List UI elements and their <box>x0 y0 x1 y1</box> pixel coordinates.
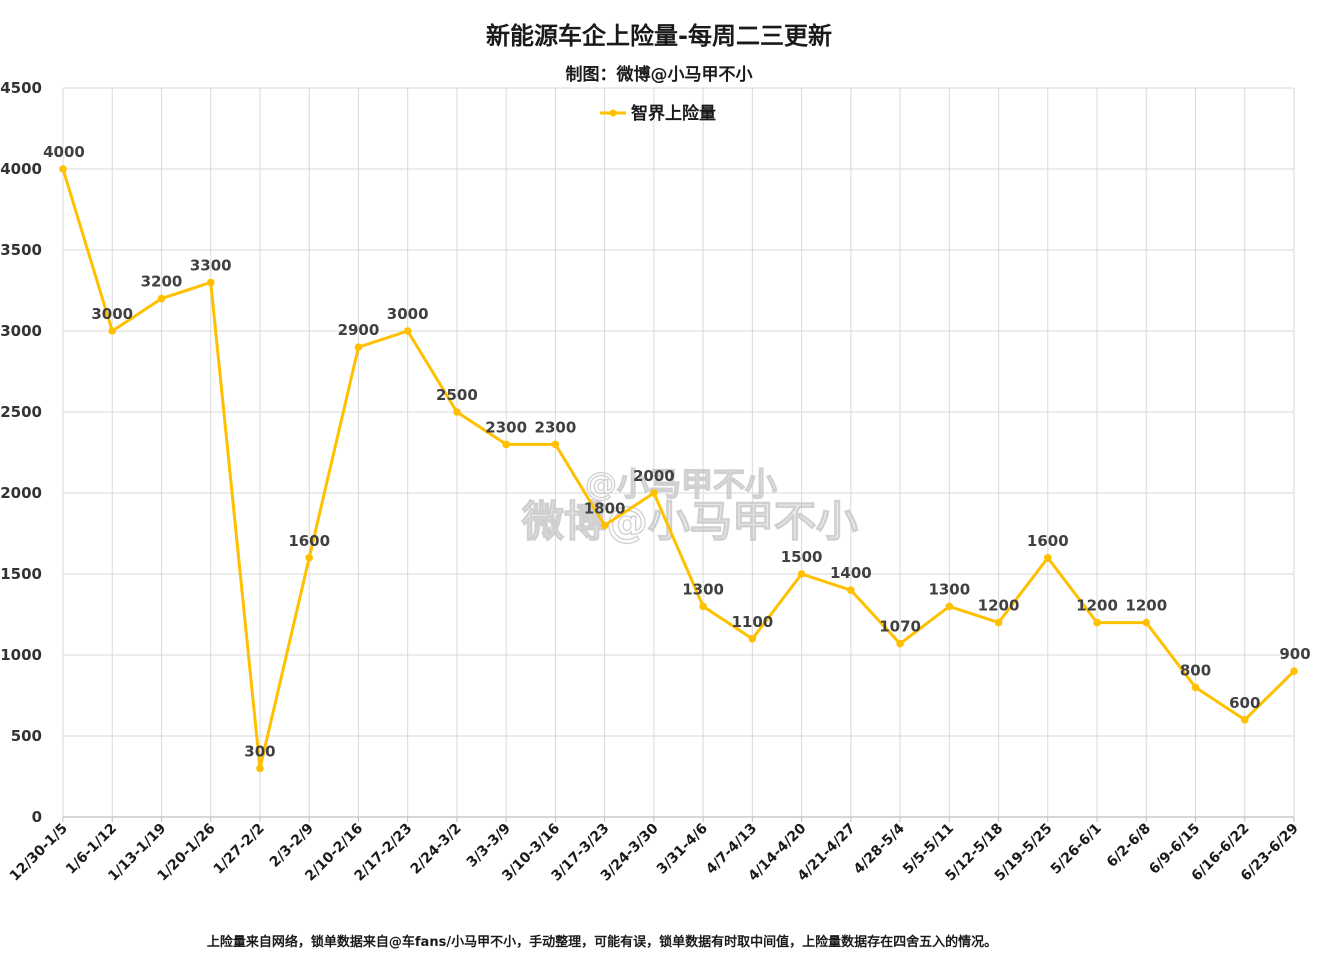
data-label: 1300 <box>928 580 970 598</box>
data-label: 3200 <box>141 273 183 291</box>
data-point <box>403 327 412 335</box>
data-point <box>1044 554 1052 562</box>
data-point <box>699 602 707 611</box>
data-point <box>1142 618 1151 627</box>
data-point <box>256 764 264 773</box>
data-point <box>305 554 314 562</box>
x-tick-label: 6/2-6/8 <box>1104 821 1154 871</box>
data-point <box>1290 667 1298 675</box>
watermark: @小马甲不小 微博@小马甲不小 <box>520 464 858 546</box>
y-tick-label: 1500 <box>0 565 42 583</box>
data-point <box>157 294 166 303</box>
data-point <box>847 586 855 594</box>
x-tick-label: 3/31-4/6 <box>654 821 711 878</box>
data-point <box>748 635 757 643</box>
data-label: 1800 <box>584 499 626 517</box>
data-point <box>453 408 461 416</box>
legend: 智界上险量 <box>600 103 716 124</box>
watermark-line-1: @小马甲不小 <box>585 465 777 503</box>
y-tick-label: 500 <box>11 727 42 745</box>
y-tick-label: 0 <box>32 808 42 826</box>
data-point <box>354 343 363 352</box>
data-label: 1300 <box>682 580 724 598</box>
data-label: 1500 <box>781 548 823 566</box>
y-tick-label: 4000 <box>0 160 42 178</box>
data-point <box>994 618 1003 627</box>
data-point <box>896 639 904 648</box>
x-tick-label: 1/27-2/2 <box>211 821 268 878</box>
chart-title: 新能源车企上险量-每周二三更新 <box>486 22 832 50</box>
data-label: 1400 <box>830 564 872 582</box>
data-label: 1200 <box>978 597 1020 615</box>
data-label: 1600 <box>288 532 330 550</box>
chart-subtitle: 制图：微博@小马甲不小 <box>566 64 753 85</box>
data-label: 2500 <box>436 386 478 404</box>
data-labels: 4000 3000 3200 3300 300 1600 2900 3000 2500 2300 2… <box>43 143 1311 760</box>
y-tick-label: 3000 <box>0 322 42 340</box>
data-point <box>206 278 215 287</box>
legend-label: 智界上险量 <box>631 103 716 124</box>
data-point <box>650 489 658 497</box>
footnote: 上险量来自网络，锁单数据来自@车fans/小马甲不小，手动整理，可能有误，锁单数… <box>207 934 997 950</box>
data-label: 1600 <box>1027 532 1069 550</box>
series-line <box>61 167 1296 770</box>
y-tick-label: 2500 <box>0 403 42 421</box>
x-tick-label: 2/3-2/9 <box>267 821 317 871</box>
y-tick-label: 3500 <box>0 241 42 259</box>
y-tick-label: 1000 <box>0 646 42 664</box>
data-point <box>600 521 609 530</box>
data-point <box>1240 716 1249 724</box>
x-tick-label: 3/3-3/9 <box>464 821 514 871</box>
data-point <box>502 440 510 449</box>
data-label: 3000 <box>91 305 133 323</box>
legend-dot-marker <box>609 109 617 117</box>
data-label: 4000 <box>43 143 85 161</box>
data-label: 300 <box>244 742 275 760</box>
data-label: 800 <box>1180 661 1211 679</box>
data-label: 1200 <box>1125 597 1167 615</box>
x-tick-label: 2/24-3/2 <box>408 821 465 878</box>
data-label: 2300 <box>485 418 527 436</box>
data-label: 3300 <box>190 256 232 274</box>
series-group <box>59 165 1298 773</box>
data-point <box>551 440 560 449</box>
data-label: 2000 <box>633 467 675 485</box>
data-label: 2900 <box>338 321 380 339</box>
data-label: 900 <box>1279 645 1310 663</box>
y-tick-label: 2000 <box>0 484 42 502</box>
y-tick-label: 4500 <box>0 79 42 97</box>
data-point <box>1093 618 1101 627</box>
data-point <box>797 570 806 578</box>
data-label: 1070 <box>879 618 921 636</box>
data-label: 600 <box>1229 694 1260 712</box>
data-point <box>108 327 117 335</box>
data-point <box>59 165 67 173</box>
watermark-line-2: 微博@小马甲不小 <box>521 497 858 546</box>
data-point <box>945 602 954 611</box>
data-label: 2300 <box>535 418 577 436</box>
grid <box>62 87 1295 817</box>
x-tick-label: 5/26-6/1 <box>1048 821 1105 878</box>
data-label: 1200 <box>1076 597 1118 615</box>
data-label: 3000 <box>387 305 429 323</box>
x-axis: 12/30-1/51/6-1/121/13-1/191/20-1/261/27-… <box>7 816 1302 885</box>
y-axis: 0 500 1000 1500 2000 2500 3000 3500 4000 4500 <box>0 79 42 826</box>
data-point <box>1191 683 1200 692</box>
x-tick-label: 4/28-5/4 <box>851 820 908 877</box>
data-label: 1100 <box>731 613 773 631</box>
x-tick-label: 12/30-1/5 <box>7 821 71 885</box>
